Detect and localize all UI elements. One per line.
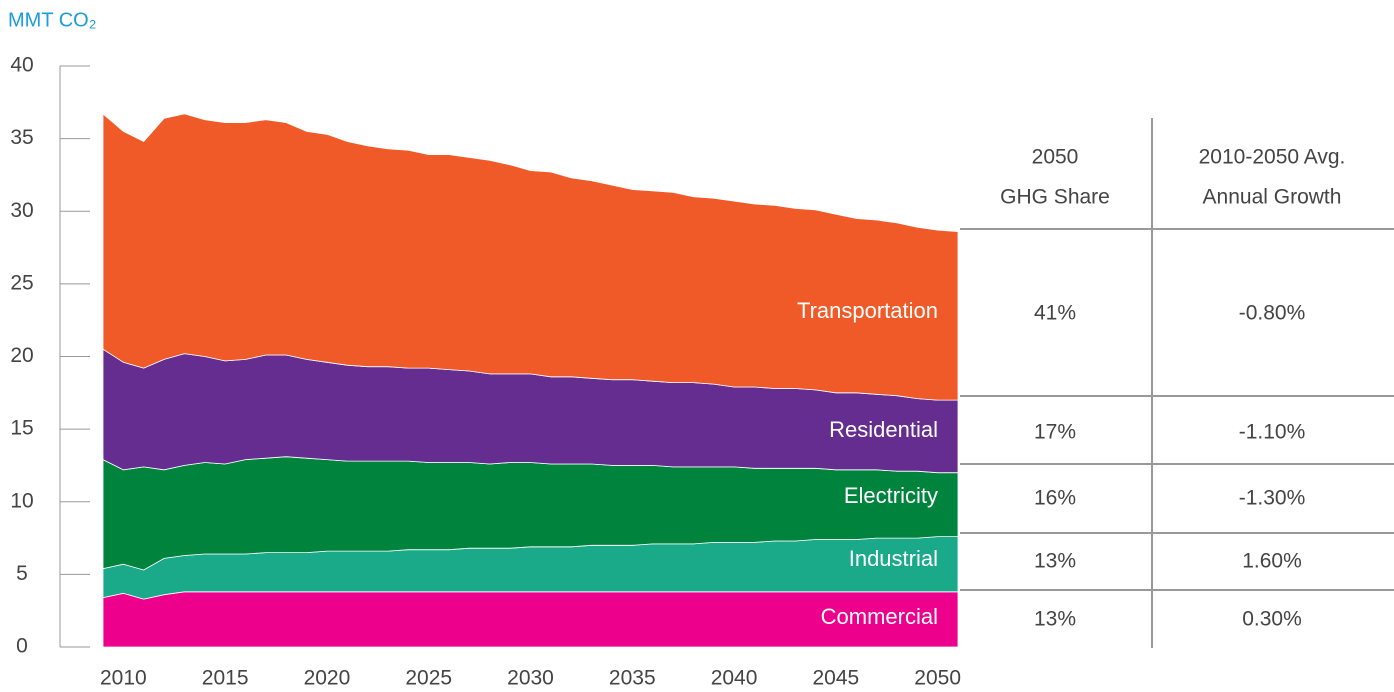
series-label: Commercial [821, 604, 938, 629]
table-cell: 0.30% [1242, 608, 1302, 631]
x-tick-label: 2045 [812, 667, 859, 690]
y-tick-label: 5 [16, 562, 28, 585]
area [102, 113, 959, 401]
x-tick-label: 2015 [202, 667, 249, 690]
y-tick-label: 15 [10, 417, 33, 440]
x-tick-label: 2025 [405, 667, 452, 690]
x-tick-label: 2010 [100, 667, 147, 690]
table-cell: 41% [1034, 302, 1076, 325]
y-tick-label: 25 [10, 271, 33, 294]
table-cell: 16% [1034, 487, 1076, 510]
x-tick-label: 2040 [711, 667, 758, 690]
series-label: Transportation [797, 298, 938, 323]
y-tick-label: 10 [10, 489, 33, 512]
table-header: 2050 [1032, 146, 1079, 169]
y-tick-label: 0 [16, 635, 28, 658]
table-header: 2010-2050 Avg. [1199, 146, 1346, 169]
table-cell: -1.30% [1239, 487, 1306, 510]
y-tick-label: 40 [10, 54, 33, 77]
table-header: Annual Growth [1203, 186, 1342, 209]
table-cell: 13% [1034, 608, 1076, 631]
series-label: Industrial [849, 546, 938, 571]
y-tick-label: 35 [10, 126, 33, 149]
y-axis-label: MMT CO₂ [8, 9, 97, 31]
x-tick-label: 2030 [507, 667, 554, 690]
x-tick-label: 2020 [304, 667, 351, 690]
y-tick-label: 20 [10, 344, 33, 367]
x-tick-label: 2050 [914, 667, 961, 690]
x-tick-label: 2035 [609, 667, 656, 690]
table-cell: -1.10% [1239, 421, 1306, 444]
series-label: Residential [829, 417, 938, 442]
table-cell: 17% [1034, 421, 1076, 444]
table-cell: -0.80% [1239, 302, 1306, 325]
table-cell: 13% [1034, 550, 1076, 573]
table-header: GHG Share [1000, 186, 1110, 209]
y-tick-label: 30 [10, 199, 33, 222]
series-label: Electricity [844, 483, 938, 508]
table-cell: 1.60% [1242, 550, 1302, 573]
